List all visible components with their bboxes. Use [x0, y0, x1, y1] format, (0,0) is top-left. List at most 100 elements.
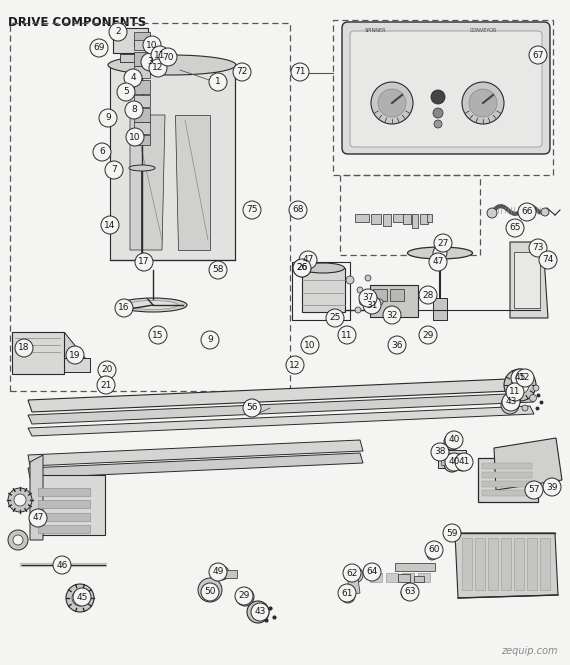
Polygon shape [510, 242, 548, 318]
Text: 66: 66 [521, 207, 533, 217]
Bar [12, 332, 64, 374]
Text: 11: 11 [509, 388, 521, 396]
Circle shape [378, 89, 406, 117]
Circle shape [360, 299, 367, 305]
Ellipse shape [302, 263, 344, 273]
Circle shape [143, 36, 161, 54]
Bar [482, 490, 532, 496]
Polygon shape [175, 115, 210, 250]
Polygon shape [28, 453, 363, 478]
Bar [386, 573, 398, 582]
Text: 11: 11 [341, 331, 353, 340]
Text: 49: 49 [212, 567, 223, 577]
Ellipse shape [408, 247, 473, 259]
Circle shape [445, 453, 463, 471]
Bar [482, 463, 532, 469]
Circle shape [434, 234, 452, 252]
Bar [134, 40, 150, 50]
Text: 59: 59 [446, 529, 458, 537]
Text: 47: 47 [32, 513, 44, 523]
Circle shape [355, 307, 361, 313]
Text: 29: 29 [422, 331, 434, 340]
Circle shape [529, 46, 547, 64]
Text: 7: 7 [111, 166, 117, 174]
Circle shape [522, 405, 528, 411]
Circle shape [99, 109, 117, 127]
Polygon shape [30, 475, 105, 535]
Circle shape [141, 53, 159, 71]
Circle shape [511, 376, 529, 394]
Circle shape [90, 39, 108, 57]
Circle shape [539, 251, 557, 269]
Circle shape [357, 287, 363, 293]
Circle shape [286, 356, 304, 374]
Circle shape [371, 82, 413, 124]
Text: 47: 47 [432, 257, 443, 267]
Circle shape [135, 253, 153, 271]
Circle shape [338, 326, 356, 344]
Circle shape [363, 296, 381, 314]
Bar [398, 574, 410, 582]
Circle shape [115, 299, 133, 317]
Circle shape [530, 394, 536, 402]
Text: 12: 12 [290, 360, 301, 370]
Ellipse shape [128, 301, 178, 309]
Circle shape [326, 309, 344, 327]
Circle shape [525, 481, 543, 499]
Polygon shape [130, 115, 165, 250]
Text: 40: 40 [449, 458, 459, 467]
Circle shape [53, 556, 71, 574]
Bar [134, 135, 150, 145]
Circle shape [215, 566, 229, 580]
Bar [403, 214, 411, 224]
Circle shape [377, 299, 383, 305]
Circle shape [533, 385, 539, 391]
Bar [113, 28, 148, 53]
Circle shape [209, 261, 227, 279]
Circle shape [72, 590, 88, 606]
Polygon shape [28, 378, 534, 412]
Circle shape [240, 592, 250, 602]
Circle shape [431, 90, 445, 104]
Text: 14: 14 [104, 221, 116, 229]
Circle shape [126, 128, 144, 146]
Polygon shape [64, 358, 90, 372]
Text: 40: 40 [449, 436, 459, 444]
Circle shape [390, 307, 396, 313]
Polygon shape [455, 533, 558, 598]
Bar [38, 513, 90, 521]
Bar [402, 573, 414, 582]
Circle shape [198, 578, 222, 602]
Bar [427, 214, 432, 222]
Text: 27: 27 [437, 239, 449, 247]
Circle shape [501, 396, 519, 414]
Text: 2: 2 [115, 27, 121, 37]
Circle shape [419, 326, 437, 344]
Text: 8: 8 [131, 106, 137, 114]
Circle shape [299, 251, 317, 269]
Circle shape [343, 564, 361, 582]
Ellipse shape [129, 165, 155, 171]
Text: 64: 64 [367, 567, 378, 577]
Circle shape [151, 46, 169, 64]
Bar [134, 66, 150, 78]
Text: zequip.com: zequip.com [502, 646, 558, 656]
Bar [340, 175, 480, 255]
Circle shape [243, 399, 261, 417]
Bar [390, 289, 404, 301]
Text: 31: 31 [367, 301, 378, 309]
Text: 16: 16 [118, 303, 130, 313]
Circle shape [455, 453, 473, 471]
Circle shape [469, 89, 497, 117]
Text: 43: 43 [254, 608, 266, 616]
Bar [134, 52, 150, 66]
Circle shape [293, 259, 311, 277]
Text: 11: 11 [154, 51, 166, 59]
Circle shape [117, 83, 135, 101]
Circle shape [109, 23, 127, 41]
Polygon shape [28, 440, 363, 466]
Text: 5: 5 [123, 88, 129, 96]
Circle shape [8, 488, 32, 512]
Text: 47: 47 [302, 255, 314, 265]
Circle shape [383, 306, 401, 324]
